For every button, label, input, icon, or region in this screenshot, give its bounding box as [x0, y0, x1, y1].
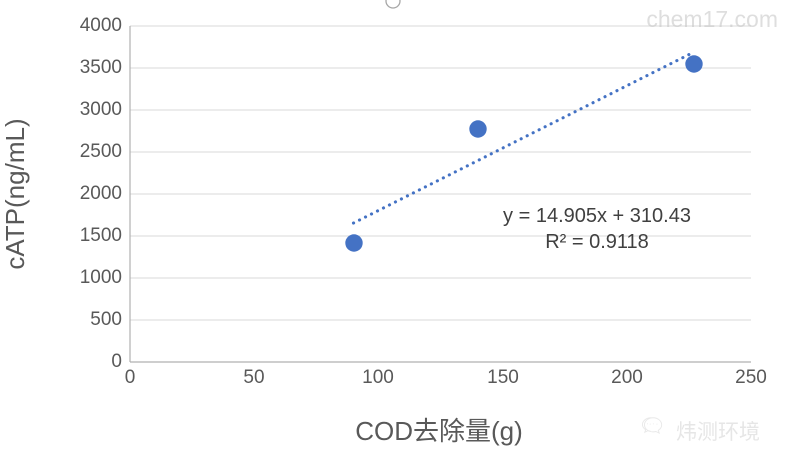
- svg-text:100: 100: [362, 367, 394, 388]
- svg-text:chem17.com: chem17.com: [646, 6, 778, 32]
- svg-text:200: 200: [611, 367, 643, 388]
- svg-text:250: 250: [735, 367, 767, 388]
- svg-text:0: 0: [125, 367, 136, 388]
- svg-text:cATP(ng/mL): cATP(ng/mL): [0, 118, 30, 269]
- svg-text:1000: 1000: [80, 267, 122, 288]
- svg-text:150: 150: [487, 367, 519, 388]
- svg-text:3500: 3500: [80, 57, 122, 78]
- svg-text:4000: 4000: [80, 15, 122, 36]
- svg-text:y = 14.905x + 310.43: y = 14.905x + 310.43: [503, 205, 691, 227]
- svg-text:2000: 2000: [80, 183, 122, 204]
- svg-text:COD去除量(g): COD去除量(g): [355, 416, 523, 446]
- svg-text:炜测环境: 炜测环境: [676, 421, 760, 444]
- svg-text:1500: 1500: [80, 225, 122, 246]
- svg-text:R² = 0.9118: R² = 0.9118: [545, 231, 649, 253]
- svg-text:0: 0: [111, 351, 122, 372]
- svg-text:500: 500: [90, 309, 122, 330]
- svg-text:50: 50: [243, 367, 264, 388]
- svg-text:3000: 3000: [80, 99, 122, 120]
- svg-text:2500: 2500: [80, 141, 122, 162]
